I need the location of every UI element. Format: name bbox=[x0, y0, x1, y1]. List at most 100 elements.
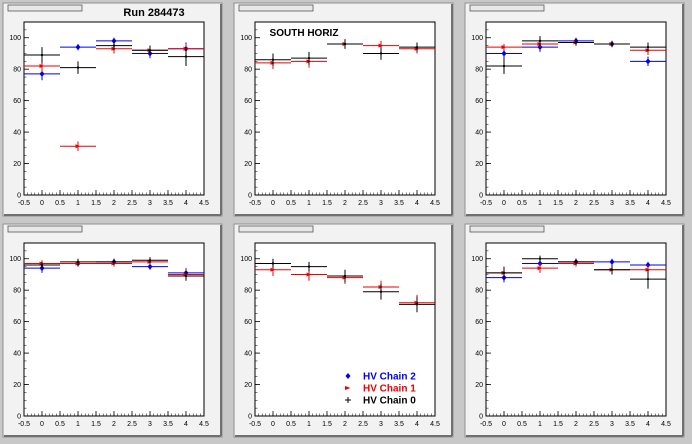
y-tick-label: 40 bbox=[475, 130, 483, 137]
data-point-marker bbox=[112, 260, 116, 264]
series-hv-chain-0 bbox=[24, 40, 204, 74]
x-tick-label: 3 bbox=[379, 421, 383, 428]
x-tick-label: 2.5 bbox=[589, 200, 599, 207]
x-tick-label: 0 bbox=[271, 200, 275, 207]
y-tick-label: 40 bbox=[13, 130, 21, 137]
y-tick-label: 20 bbox=[13, 161, 21, 168]
x-tick-label: 1 bbox=[307, 200, 311, 207]
x-tick-label: 3.5 bbox=[394, 421, 404, 428]
data-point-marker bbox=[40, 263, 44, 267]
run-label: Run 284473 bbox=[123, 7, 184, 19]
y-tick-label: 80 bbox=[475, 67, 483, 74]
x-tick-label: 0.5 bbox=[55, 421, 65, 428]
y-tick-label: 60 bbox=[13, 98, 21, 105]
legend-entry-hv-chain-2: HV Chain 2 bbox=[345, 372, 416, 383]
x-tick-label: 3 bbox=[610, 421, 614, 428]
data-point-marker bbox=[609, 258, 615, 265]
data-point-marker bbox=[574, 41, 578, 44]
x-tick-label: 1.5 bbox=[91, 200, 101, 207]
x-tick-label: 4.5 bbox=[430, 200, 440, 207]
x-tick-label: 3.5 bbox=[163, 200, 173, 207]
series-hv-chain-0 bbox=[486, 36, 666, 74]
histogram-title-box bbox=[469, 225, 545, 233]
panel-label: SOUTH HORIZ bbox=[270, 28, 339, 39]
x-tick-label: -0.5 bbox=[480, 200, 492, 207]
data-point-marker bbox=[40, 53, 44, 57]
data-point-marker bbox=[148, 49, 152, 52]
y-tick-label: 60 bbox=[13, 319, 21, 326]
x-tick-label: 0.5 bbox=[55, 200, 65, 207]
data-point-marker bbox=[378, 43, 384, 48]
y-tick-label: 60 bbox=[244, 98, 252, 105]
x-tick-label: 1.5 bbox=[322, 200, 332, 207]
x-tick-label: 2.5 bbox=[589, 421, 599, 428]
x-tick-label: 1.5 bbox=[553, 421, 563, 428]
y-tick-label: 20 bbox=[475, 161, 483, 168]
y-tick-label: 100 bbox=[240, 35, 252, 42]
panel-grid: -0.5 0 0.5 1 1.5 2 2.5 3 3.5 4 4.5020406080100-0.5… bbox=[2, 2, 685, 438]
data-point-marker bbox=[39, 70, 45, 77]
y-tick-label: 80 bbox=[475, 288, 483, 295]
data-point-marker bbox=[645, 58, 651, 65]
y-tick-label: 40 bbox=[13, 351, 21, 358]
x-tick-label: -0.5 bbox=[18, 421, 30, 428]
x-tick-label: 1 bbox=[76, 421, 80, 428]
x-tick-label: -0.5 bbox=[480, 421, 492, 428]
x-tick-label: 3 bbox=[148, 421, 152, 428]
x-tick-label: 3 bbox=[148, 200, 152, 207]
y-tick-label: 40 bbox=[475, 351, 483, 358]
data-point-marker bbox=[76, 66, 80, 69]
y-tick-label: 80 bbox=[13, 288, 21, 295]
x-tick-label: 0 bbox=[502, 200, 506, 207]
legend-entry-hv-chain-0: HV Chain 0 bbox=[345, 396, 416, 407]
x-tick-label: 2.5 bbox=[127, 200, 137, 207]
data-point-marker bbox=[415, 45, 419, 49]
x-tick-label: 4.5 bbox=[661, 200, 671, 207]
y-tick-label: 0 bbox=[17, 193, 21, 200]
legend-label: HV Chain 0 bbox=[363, 396, 416, 407]
legend: HV Chain 2HV Chain 1HV Chain 0 bbox=[345, 372, 416, 407]
plot-area bbox=[23, 242, 205, 417]
data-point-marker bbox=[502, 64, 506, 68]
y-tick-label: 80 bbox=[244, 67, 252, 74]
data-point-marker bbox=[379, 52, 383, 55]
data-point-marker bbox=[610, 42, 614, 46]
x-tick-label: 3 bbox=[610, 200, 614, 207]
y-tick-label: 100 bbox=[9, 256, 21, 263]
y-tick-label: 40 bbox=[244, 351, 252, 358]
x-tick-label: 4 bbox=[184, 421, 188, 428]
legend-marker bbox=[345, 386, 351, 390]
x-tick-label: 1.5 bbox=[91, 421, 101, 428]
x-tick-label: -0.5 bbox=[249, 200, 261, 207]
data-point-marker bbox=[148, 259, 152, 262]
x-tick-label: 4 bbox=[646, 200, 650, 207]
x-tick-label: -0.5 bbox=[18, 200, 30, 207]
x-tick-label: 4.5 bbox=[199, 421, 209, 428]
y-tick-label: 20 bbox=[244, 382, 252, 389]
y-tick-label: 0 bbox=[479, 193, 483, 200]
series-hv-chain-0 bbox=[255, 258, 435, 313]
y-tick-label: 60 bbox=[244, 319, 252, 326]
x-tick-label: 0 bbox=[502, 421, 506, 428]
data-point-marker bbox=[610, 268, 614, 271]
legend-marker bbox=[345, 373, 351, 379]
data-point-marker bbox=[502, 271, 506, 275]
plot-area bbox=[485, 242, 667, 417]
x-tick-label: 1 bbox=[538, 200, 542, 207]
y-tick-label: 20 bbox=[13, 382, 21, 389]
y-tick-label: 100 bbox=[471, 256, 483, 263]
x-tick-label: 2 bbox=[112, 200, 116, 207]
y-tick-label: 80 bbox=[244, 288, 252, 295]
data-point-marker bbox=[76, 260, 80, 264]
x-tick-label: 1 bbox=[538, 421, 542, 428]
plot-area bbox=[254, 21, 436, 196]
y-tick-label: 0 bbox=[479, 414, 483, 421]
data-point-marker bbox=[306, 272, 312, 277]
y-tick-label: 20 bbox=[244, 161, 252, 168]
data-point-marker bbox=[75, 144, 81, 149]
y-tick-label: 60 bbox=[475, 319, 483, 326]
data-point-marker bbox=[501, 50, 507, 57]
